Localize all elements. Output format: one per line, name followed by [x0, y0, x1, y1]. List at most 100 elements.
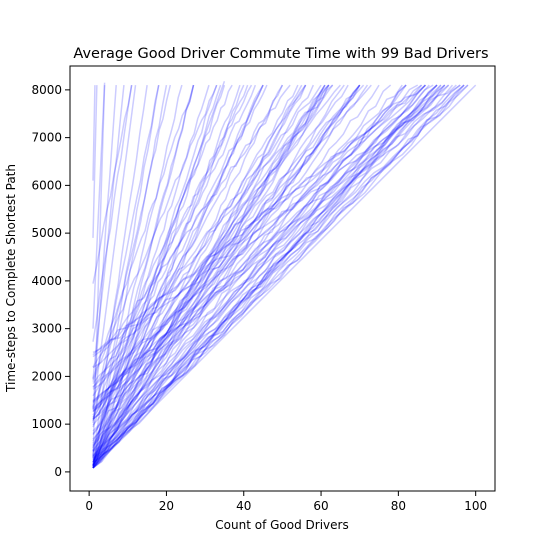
series-line-63: [92, 84, 426, 354]
series-line-88: [92, 84, 326, 469]
x-tick-label: 0: [85, 499, 93, 513]
series-line-39: [92, 84, 330, 388]
series-line-69: [92, 84, 361, 466]
series-line-24: [92, 84, 349, 460]
series-line-6: [92, 85, 98, 238]
y-tick-label: 0: [54, 465, 62, 479]
series-line-89: [92, 84, 461, 420]
series-line-59: [92, 84, 430, 446]
series-line-30: [92, 84, 334, 467]
series-line-74: [92, 84, 264, 466]
series-line-19: [92, 84, 241, 467]
x-tick-label: 80: [391, 499, 406, 513]
y-tick-label: 2000: [31, 369, 62, 383]
series-line-61: [92, 84, 172, 421]
series-line-90: [92, 84, 380, 469]
series-line-3: [92, 81, 226, 449]
x-axis: 0 20 40 60 80 100: [85, 491, 487, 513]
series-line-33: [92, 84, 426, 469]
series-line-77: [92, 84, 160, 424]
series-line-75: [92, 84, 457, 358]
series-line-34: [92, 84, 133, 342]
series-line-85: [92, 84, 330, 442]
series-line-26: [92, 84, 407, 465]
series-line-70: [92, 84, 407, 466]
series-line-10: [92, 84, 210, 452]
series-line-100: [92, 84, 465, 469]
series-line-98: [92, 84, 222, 468]
series-line-55: [92, 84, 284, 463]
series-line-51: [92, 84, 183, 466]
series-line-12: [92, 84, 469, 444]
series-line-94: [92, 84, 218, 463]
series-line-1: [92, 84, 477, 469]
x-tick-label: 60: [313, 499, 328, 513]
series-line-9: [92, 84, 434, 404]
y-axis: 0 1000 2000 3000 4000 5000 6000 7000 8000: [31, 83, 70, 479]
series-line-42: [92, 84, 419, 369]
series-line-83: [92, 84, 326, 451]
series-line-23: [92, 84, 253, 397]
series-line-38: [92, 84, 148, 456]
series-line-72: [92, 84, 226, 464]
x-tick-label: 20: [159, 499, 174, 513]
series-lines: [92, 81, 477, 469]
series-line-11: [92, 85, 106, 459]
series-line-18: [92, 84, 423, 356]
series-line-64: [92, 84, 422, 390]
series-line-76: [92, 84, 465, 462]
y-tick-label: 5000: [31, 226, 62, 240]
series-line-54: [92, 84, 168, 466]
series-line-45: [92, 84, 361, 461]
series-line-82: [92, 84, 450, 464]
series-line-52: [92, 84, 361, 457]
y-tick-label: 3000: [31, 322, 62, 336]
series-line-37: [92, 84, 446, 459]
series-line-91: [92, 84, 438, 469]
y-tick-label: 6000: [31, 178, 62, 192]
series-line-80: [92, 84, 245, 466]
series-line-53: [92, 84, 133, 284]
series-line-87: [92, 84, 469, 467]
x-tick-label: 100: [464, 499, 487, 513]
series-line-7: [92, 82, 106, 329]
x-axis-label: Count of Good Drivers: [215, 518, 348, 532]
y-tick-label: 7000: [31, 131, 62, 145]
series-line-29: [92, 84, 438, 453]
y-axis-label: Time-steps to Complete Shortest Path: [4, 164, 18, 393]
x-tick-label: 40: [236, 499, 251, 513]
series-line-25: [92, 84, 264, 428]
series-line-95: [92, 84, 284, 418]
series-line-46: [92, 84, 392, 467]
series-line-35: [92, 84, 345, 463]
series-line-58: [92, 84, 426, 457]
series-line-40: [92, 84, 446, 466]
series-line-17: [92, 84, 365, 440]
series-line-99: [92, 84, 442, 469]
y-tick-label: 4000: [31, 274, 62, 288]
series-line-92: [92, 84, 361, 411]
y-tick-label: 8000: [31, 83, 62, 97]
series-line-20: [92, 84, 450, 412]
series-line-50: [92, 84, 257, 419]
series-line-4: [92, 85, 137, 410]
y-tick-label: 1000: [31, 417, 62, 431]
series-line-21: [92, 84, 307, 469]
series-line-31: [92, 85, 117, 409]
series-line-56: [92, 85, 125, 380]
series-line-96: [92, 84, 303, 467]
series-line-67: [92, 84, 334, 416]
series-line-27: [92, 84, 426, 389]
series-line-44: [92, 84, 249, 413]
series-line-13: [92, 84, 160, 468]
series-line-79: [92, 84, 446, 403]
series-line-22: [92, 84, 454, 469]
series-line-32: [92, 84, 195, 469]
series-line-57: [92, 84, 438, 469]
series-line-49: [92, 84, 268, 436]
series-line-66: [92, 84, 299, 447]
series-line-93: [92, 84, 322, 385]
series-line-28: [92, 84, 438, 469]
